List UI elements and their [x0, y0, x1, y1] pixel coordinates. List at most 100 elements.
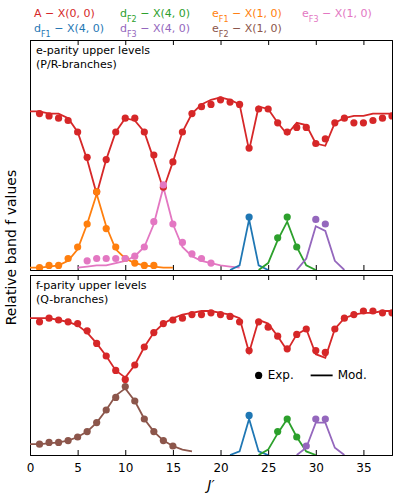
exp-point — [246, 412, 253, 419]
exp-point — [284, 128, 291, 135]
exp-point — [65, 117, 72, 124]
exp-point — [350, 311, 357, 318]
exp-point — [65, 318, 72, 325]
exp-point — [45, 315, 52, 322]
exp-point — [322, 349, 329, 356]
exp-point — [74, 320, 81, 327]
exp-point — [312, 347, 319, 354]
plot-area — [30, 307, 392, 455]
x-tick-mark — [173, 265, 174, 270]
exp-point — [160, 437, 167, 444]
exp-point — [379, 309, 386, 316]
exp-point — [141, 243, 148, 250]
exp-point — [369, 117, 376, 124]
x-tick — [221, 40, 222, 45]
exp-point — [322, 220, 329, 227]
exp-point — [312, 216, 319, 223]
exp-point — [36, 318, 43, 325]
exp-point — [188, 110, 195, 117]
exp-point — [74, 243, 81, 250]
exp-point — [45, 112, 52, 119]
x-tick-mark — [363, 275, 364, 280]
exp-point — [226, 313, 233, 320]
exp-point — [169, 316, 176, 323]
exp-point — [93, 188, 100, 195]
x-tick-mark — [221, 40, 222, 45]
x-tick: 35 — [356, 450, 371, 475]
exp-point — [188, 311, 195, 318]
exp-point — [131, 115, 138, 122]
exp-point — [93, 340, 100, 347]
x-tick-mark — [78, 450, 79, 455]
exp-point — [217, 311, 224, 318]
frame-right — [387, 276, 393, 456]
exp-point — [112, 243, 119, 250]
model-line — [259, 222, 316, 270]
exp-point — [84, 154, 91, 161]
x-tick-label: 30 — [309, 461, 324, 475]
exp-point — [255, 105, 262, 112]
exp-point — [112, 394, 119, 401]
x-tick — [268, 275, 269, 280]
x-tick-mark — [173, 275, 174, 280]
exp-point — [122, 383, 129, 390]
frame-right — [387, 41, 393, 271]
exp-point — [150, 218, 157, 225]
exp-point — [36, 264, 43, 270]
exp-point — [131, 260, 138, 267]
x-tick — [173, 40, 174, 45]
x-tick — [268, 40, 269, 45]
exp-point — [84, 327, 91, 334]
exp-point — [274, 428, 281, 435]
legend-entry: dF1 − X(4, 0) — [34, 22, 104, 39]
exp-point — [303, 325, 310, 332]
exp-point — [226, 99, 233, 106]
exp-point — [150, 151, 157, 158]
exp-point — [45, 439, 52, 446]
exp-point — [141, 343, 148, 350]
exp-point — [246, 214, 253, 221]
exp-point — [293, 243, 300, 250]
chart: A − X(0, 0)dF1 − X(4, 0)dF2 − X(4, 0)dF3… — [0, 0, 400, 500]
exp-point — [84, 428, 91, 435]
exp-point — [141, 415, 148, 422]
exp-point — [93, 255, 100, 262]
x-tick-mark — [363, 450, 364, 455]
exp-point — [236, 318, 243, 325]
model-line — [30, 388, 192, 451]
exp-point — [293, 331, 300, 338]
x-tick-mark — [173, 40, 174, 45]
style-key: Exp.Mod. — [255, 368, 367, 382]
key-marker — [255, 372, 262, 379]
x-tick-mark — [221, 450, 222, 455]
exp-point — [93, 188, 100, 195]
x-tick-mark — [316, 40, 317, 45]
plot-area — [30, 96, 392, 270]
y-axis — [31, 276, 36, 456]
exp-point — [284, 214, 291, 221]
x-tick-mark — [363, 265, 364, 270]
exp-point — [55, 316, 62, 323]
x-tick — [316, 40, 317, 45]
exp-point — [169, 158, 176, 165]
x-tick: 20 — [213, 450, 228, 475]
x-tick — [363, 265, 364, 270]
exp-point — [74, 433, 81, 440]
exp-point — [274, 119, 281, 126]
exp-point — [141, 262, 148, 269]
exp-point — [303, 442, 310, 449]
exp-point — [179, 128, 186, 135]
exp-point — [160, 320, 167, 327]
exp-point — [65, 255, 72, 262]
x-tick-label: 5 — [74, 461, 82, 475]
exp-point — [188, 250, 195, 257]
legend-entry: eF2 − X(1, 0) — [212, 22, 282, 39]
exp-point — [103, 225, 110, 232]
exp-point — [103, 406, 110, 413]
exp-point — [122, 115, 129, 122]
model-line — [230, 219, 268, 270]
x-tick — [173, 265, 174, 270]
exp-point — [112, 128, 119, 135]
x-tick: 15 — [166, 450, 181, 475]
exp-point — [36, 110, 43, 117]
